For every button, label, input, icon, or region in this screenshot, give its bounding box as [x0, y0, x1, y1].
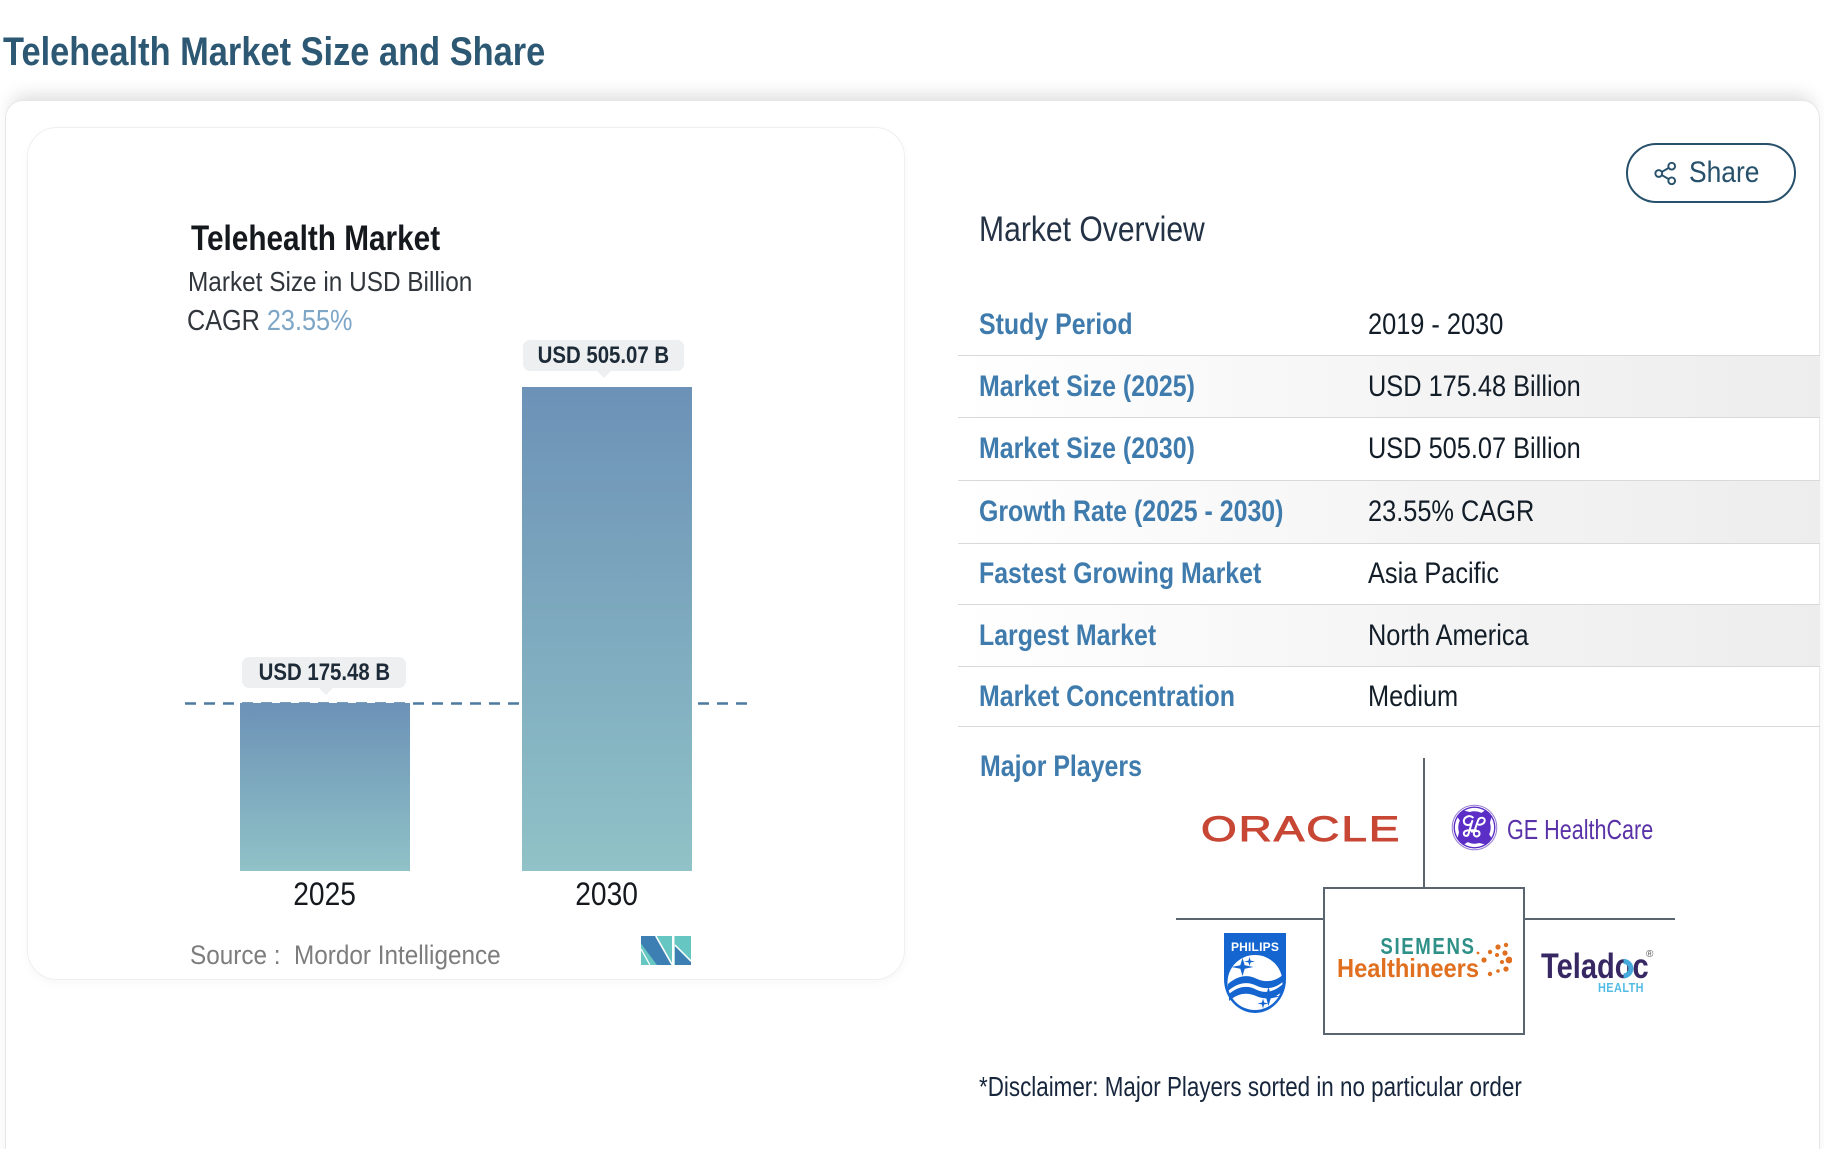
svg-text:PHILIPS: PHILIPS — [1231, 940, 1279, 954]
